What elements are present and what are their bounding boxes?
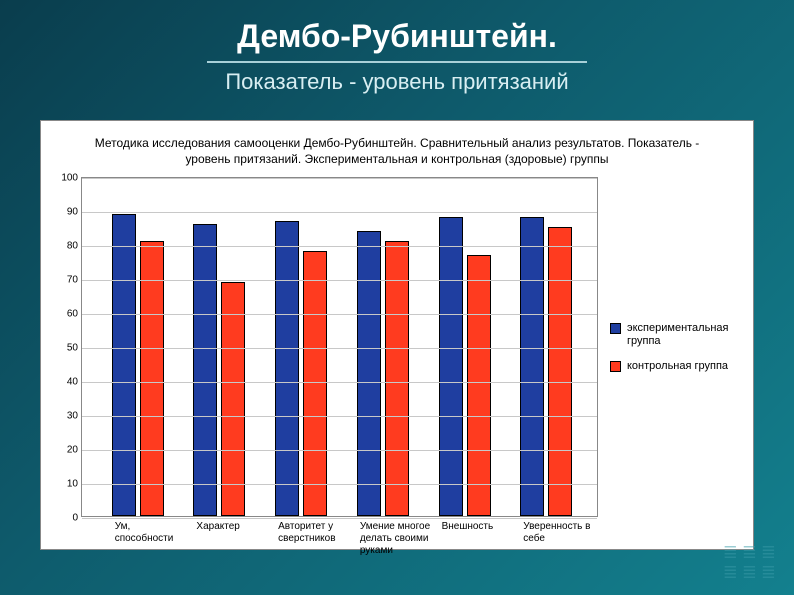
plot-area: 0102030405060708090100 (81, 177, 598, 517)
legend-label: экспериментальная группа (627, 322, 743, 348)
y-tick-label: 0 (72, 513, 78, 524)
gridline (82, 450, 597, 451)
gridline (82, 416, 597, 417)
bar (193, 224, 217, 516)
gridline (82, 314, 597, 315)
x-tick-label: Уверенность в себе (523, 521, 595, 545)
y-tick-label: 60 (67, 309, 78, 320)
bar (357, 231, 381, 517)
x-tick-label: Авторитет у сверстников (278, 521, 350, 545)
legend-item: экспериментальная группа (610, 322, 743, 348)
decoration-icon: ≣≣≣≣≣≣ (723, 543, 780, 583)
bar (275, 221, 299, 517)
chart-caption: Методика исследования самооценки Дембо-Р… (51, 131, 743, 177)
gridline (82, 212, 597, 213)
legend-swatch (610, 361, 621, 372)
y-tick-label: 100 (61, 173, 78, 184)
legend-swatch (610, 323, 621, 334)
gridline (82, 280, 597, 281)
x-tick-label: Умение многое делать своими руками (360, 521, 432, 557)
bar (548, 227, 572, 516)
gridline (82, 382, 597, 383)
y-tick-label: 10 (67, 479, 78, 490)
plot-row: 0102030405060708090100 экспериментальная… (51, 177, 743, 517)
gridline (82, 178, 597, 179)
bar (520, 217, 544, 516)
bar (385, 241, 409, 516)
bar (467, 255, 491, 517)
gridline (82, 484, 597, 485)
y-tick-label: 50 (67, 343, 78, 354)
legend: экспериментальная группа контрольная груп… (598, 177, 743, 517)
chart-panel: Методика исследования самооценки Дембо-Р… (40, 120, 754, 550)
x-tick-label: Характер (196, 521, 268, 533)
y-tick-label: 80 (67, 241, 78, 252)
bar (112, 214, 136, 517)
y-axis: 0102030405060708090100 (52, 178, 80, 516)
gridline (82, 246, 597, 247)
bar (439, 217, 463, 516)
y-tick-label: 90 (67, 207, 78, 218)
bars-layer (82, 178, 597, 516)
x-axis-labels: Ум, способностиХарактерАвторитет у сверс… (91, 517, 611, 518)
gridline (82, 518, 597, 519)
page-title: Дембо-Рубинштейн. (207, 18, 587, 63)
legend-label: контрольная группа (627, 360, 728, 373)
y-tick-label: 20 (67, 445, 78, 456)
page-subtitle: Показатель - уровень притязаний (0, 69, 794, 95)
legend-item: контрольная группа (610, 360, 743, 373)
gridline (82, 348, 597, 349)
bar (140, 241, 164, 516)
y-tick-label: 40 (67, 377, 78, 388)
x-tick-label: Ум, способности (115, 521, 187, 545)
title-block: Дембо-Рубинштейн. Показатель - уровень п… (0, 0, 794, 95)
x-tick-label: Внешность (442, 521, 514, 533)
y-tick-label: 30 (67, 411, 78, 422)
y-tick-label: 70 (67, 275, 78, 286)
bar (221, 282, 245, 517)
bar (303, 251, 327, 516)
